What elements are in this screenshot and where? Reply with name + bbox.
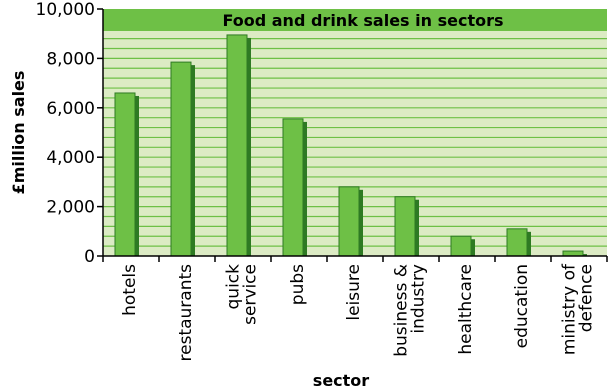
bars [114, 34, 587, 257]
x-tick-label: leisure [344, 264, 364, 321]
bar [506, 228, 528, 257]
x-axis-title: sector [313, 371, 370, 390]
y-axis-title: £million sales [9, 71, 28, 195]
bar [282, 118, 304, 257]
x-tick-label: pubs [288, 264, 308, 305]
y-tick-label: 2,000 [46, 198, 95, 218]
x-tick-label: ministry ofdefence [560, 263, 597, 355]
x-tick-label: healthcare [456, 264, 476, 355]
bar [226, 34, 248, 257]
y-tick-label: 0 [84, 247, 95, 267]
y-tick-label: 8,000 [46, 49, 95, 69]
x-tick-label: business &industry [392, 264, 429, 357]
x-tick-label: hotels [120, 264, 140, 316]
y-tick-labels: 0 2,000 4,000 6,000 8,000 10,000 [36, 0, 95, 267]
bar [450, 235, 472, 257]
x-tick-label: restaurants [176, 264, 196, 362]
axes [97, 8, 608, 262]
bar [394, 196, 416, 257]
title-band [103, 9, 607, 31]
y-tick-label: 10,000 [36, 0, 95, 20]
x-tick-labels: hotels restaurants quickservice pubs leisure… [120, 263, 597, 362]
x-tick-label: quickservice [224, 264, 261, 325]
bar [338, 186, 360, 257]
y-tick-label: 4,000 [46, 148, 95, 168]
x-tick-label: education [512, 264, 532, 348]
bar [170, 61, 192, 257]
y-tick-label: 6,000 [46, 99, 95, 119]
bar [114, 92, 136, 257]
chart-title: Food and drink sales in sectors [222, 11, 503, 30]
